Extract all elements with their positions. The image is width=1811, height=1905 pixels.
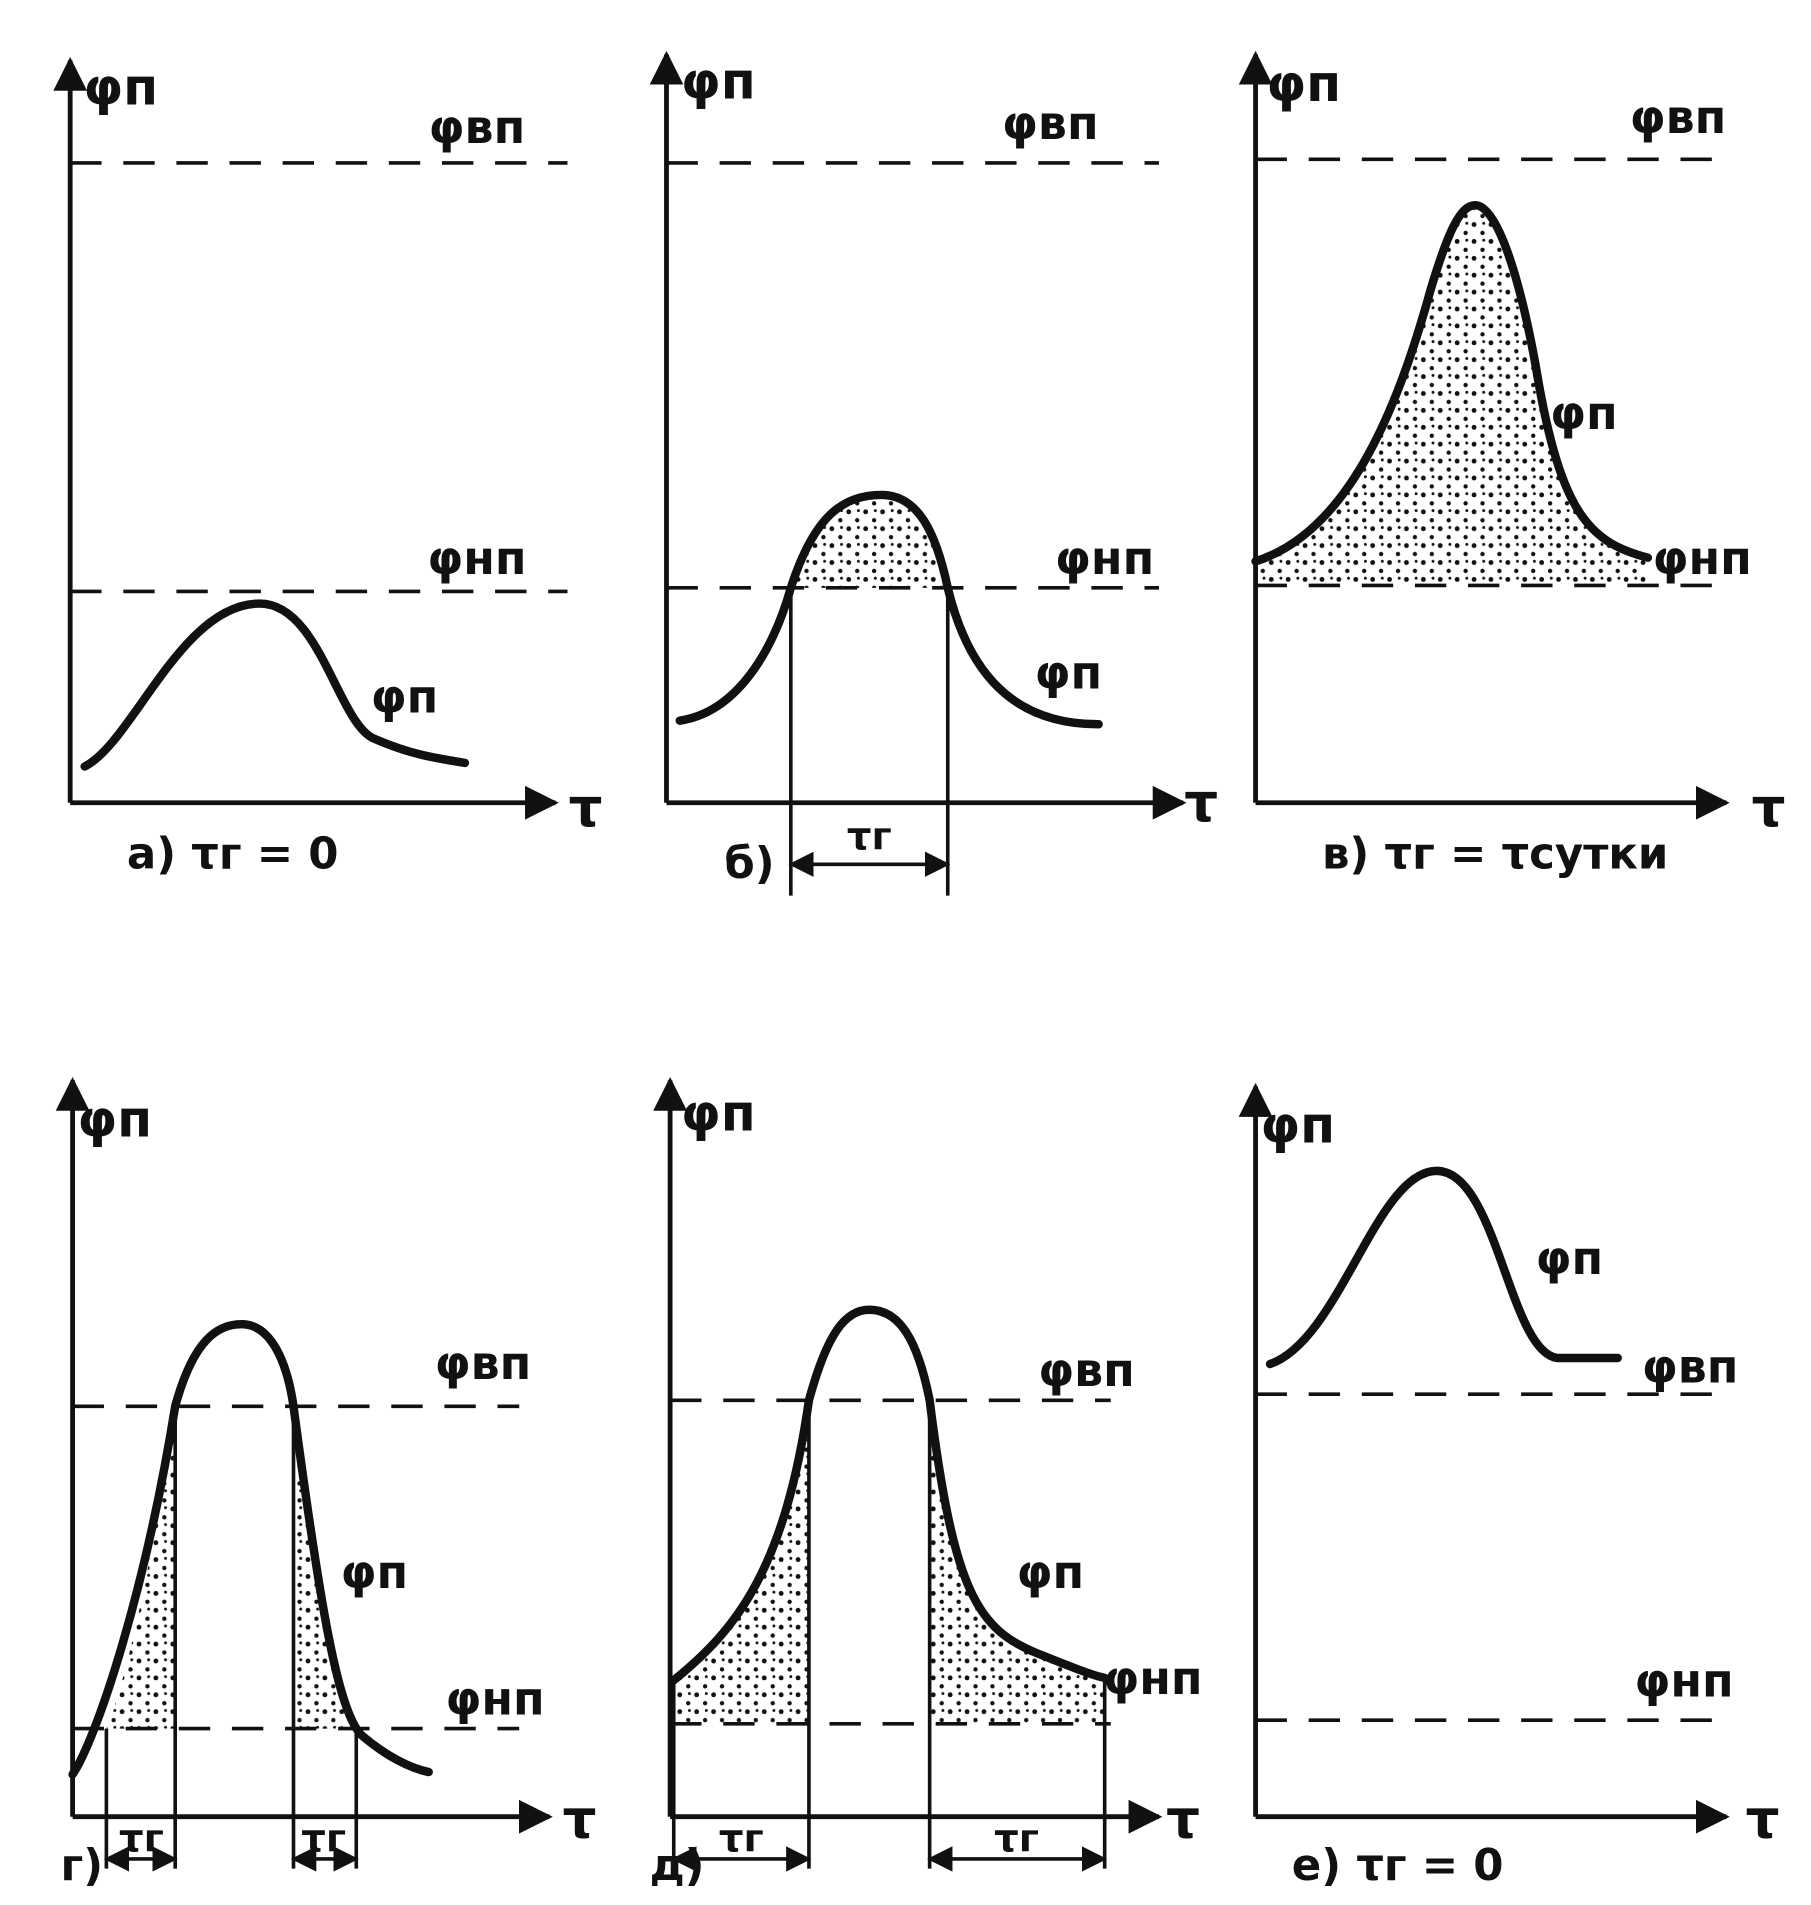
curve-label: φп bbox=[1035, 645, 1103, 699]
dotted-area bbox=[1255, 205, 1648, 586]
curve-label: φп bbox=[371, 670, 439, 724]
upper-level-label: φвп bbox=[435, 1336, 532, 1390]
panel-caption: г) bbox=[61, 1841, 104, 1891]
panel-caption: а) τг = 0 bbox=[127, 830, 339, 880]
panel-caption: е) τг = 0 bbox=[1292, 1841, 1504, 1891]
panel-caption: в) τг = τсутки bbox=[1322, 830, 1668, 880]
lower-level-label: φнп bbox=[1634, 1653, 1733, 1707]
interval-label: τг bbox=[847, 814, 892, 859]
upper-level-label: φвп bbox=[1630, 90, 1727, 144]
x-axis-label: τ bbox=[1166, 1788, 1200, 1850]
y-axis-label: φп bbox=[1260, 1096, 1335, 1155]
curve-label: φп bbox=[1550, 386, 1618, 440]
interval-bound bbox=[789, 587, 950, 896]
dotted-area bbox=[293, 1406, 357, 1729]
interval-label: τг bbox=[119, 1816, 164, 1861]
interval-label: τг bbox=[994, 1816, 1039, 1861]
lower-level-label: φнп bbox=[1055, 531, 1154, 585]
y-axis-label: φп bbox=[1267, 54, 1342, 113]
dotted-area bbox=[673, 1400, 809, 1724]
curve bbox=[1265, 1166, 1622, 1369]
x-axis-label: τ bbox=[563, 1788, 597, 1850]
x-axis-label: τ bbox=[1746, 1788, 1780, 1850]
lower-level-label: φнп bbox=[445, 1672, 544, 1726]
curve-label: φп bbox=[341, 1545, 409, 1599]
y-axis-label: φп bbox=[681, 1084, 756, 1143]
x-axis-label: τ bbox=[1184, 772, 1218, 834]
interval-bound bbox=[671, 1400, 1107, 1869]
panel-caption: д) bbox=[650, 1841, 705, 1891]
shapes bbox=[68, 200, 1653, 1869]
lower-level-label: φнп bbox=[1103, 1651, 1202, 1705]
interval-label: τг bbox=[301, 1816, 346, 1861]
dotted-area bbox=[106, 1406, 176, 1729]
upper-level-label: φвп bbox=[429, 100, 526, 154]
interval-label: τг bbox=[719, 1816, 764, 1861]
y-axis-label: φп bbox=[681, 51, 756, 110]
y-axis-label: φп bbox=[84, 58, 159, 117]
curve-label: φп bbox=[1536, 1231, 1604, 1285]
lower-level-label: φнп bbox=[1653, 531, 1752, 585]
curve bbox=[675, 490, 1103, 729]
lower-level-label: φнп bbox=[427, 531, 526, 585]
curve bbox=[1251, 200, 1653, 566]
upper-level-label: φвп bbox=[1038, 1343, 1135, 1397]
curve-label: φп bbox=[1017, 1545, 1085, 1599]
x-axis-label: τ bbox=[569, 777, 603, 839]
curve bbox=[80, 599, 470, 771]
curve bbox=[669, 1305, 1109, 1685]
upper-level-label: φвп bbox=[1642, 1340, 1739, 1394]
x-axis-label: τ bbox=[1752, 777, 1786, 839]
upper-level-label: φвп bbox=[1002, 96, 1099, 150]
dotted-area bbox=[929, 1400, 1105, 1724]
panel-caption: б) bbox=[724, 839, 774, 889]
y-axis-label: φп bbox=[78, 1090, 153, 1149]
interval-bound bbox=[104, 1406, 359, 1869]
